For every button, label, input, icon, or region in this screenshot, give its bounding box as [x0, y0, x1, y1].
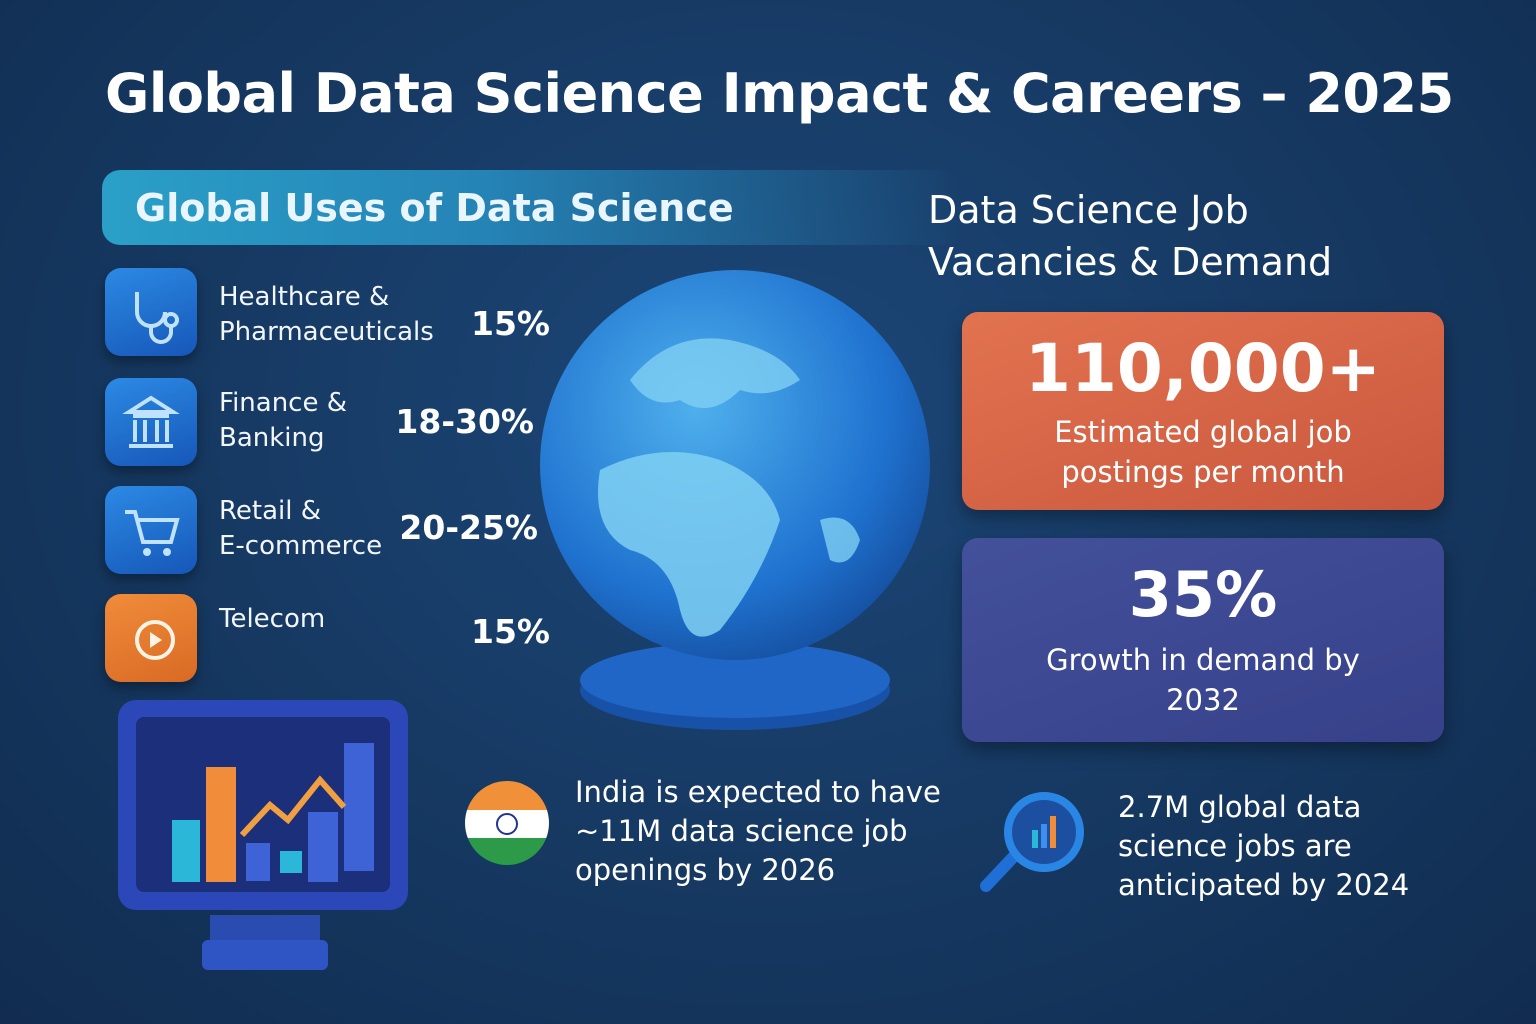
note-line: ~11M data science job — [575, 814, 908, 848]
jobs-heading: Vacancies & Demand — [928, 240, 1333, 284]
card-value: 35% — [1128, 558, 1278, 631]
healthcare-icon — [105, 268, 197, 356]
icon-graphic — [122, 395, 180, 448]
section-banner — [102, 170, 962, 245]
card-value: 110,000+ — [1025, 330, 1381, 407]
sector-label: E-commerce — [219, 531, 383, 561]
section-heading: Global Uses of Data Science — [135, 186, 734, 230]
card-caption: 2032 — [1166, 683, 1240, 717]
sector-label: Banking — [219, 423, 325, 453]
sector-share: 20-25% — [399, 508, 538, 547]
sector-share: 15% — [471, 304, 550, 343]
search-icon — [980, 792, 1084, 892]
sector-label: Pharmaceuticals — [219, 317, 434, 347]
note-line: openings by 2026 — [575, 853, 836, 887]
globe — [540, 270, 930, 730]
sector-label: Finance & — [219, 388, 348, 418]
page-title: Global Data Science Impact & Careers – 2… — [105, 62, 1454, 125]
telecom-icon — [105, 594, 197, 682]
note-line: India is expected to have — [575, 775, 941, 809]
card-caption: Growth in demand by — [1046, 643, 1360, 677]
growth-card — [962, 538, 1444, 742]
note-line: anticipated by 2024 — [1118, 868, 1410, 902]
sector-label: Healthcare & — [219, 282, 390, 312]
icon-graphic — [125, 510, 180, 556]
sector-share: 18-30% — [395, 402, 534, 441]
card-caption: postings per month — [1061, 455, 1345, 489]
monitor-illustration — [118, 700, 408, 970]
jobs-heading: Data Science Job — [928, 188, 1249, 232]
india-flag — [465, 781, 549, 865]
icon-graphic — [135, 292, 179, 344]
icon-graphic — [135, 620, 175, 660]
note-line: 2.7M global data — [1118, 790, 1362, 824]
finance-icon — [105, 378, 197, 466]
postings-card — [962, 312, 1444, 510]
card-caption: Estimated global job — [1054, 415, 1352, 449]
sector-share: 15% — [471, 612, 550, 651]
sector-label: Retail & — [219, 496, 322, 526]
retail-icon — [105, 486, 197, 574]
sector-label: Telecom — [219, 604, 326, 634]
note-line: science jobs are — [1118, 829, 1352, 863]
